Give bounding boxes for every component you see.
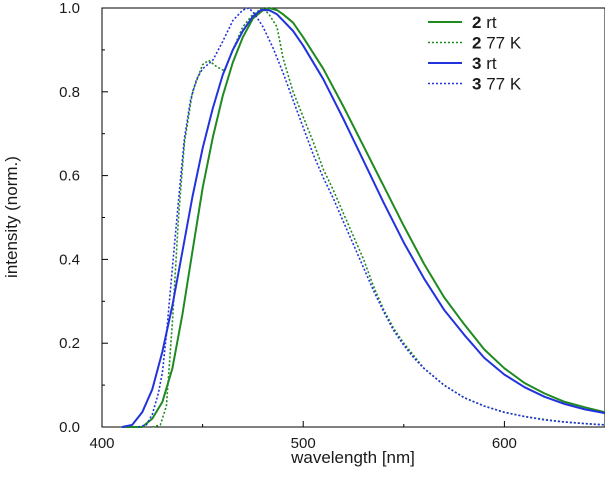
y-tick-label: 0.6 <box>59 168 80 185</box>
series-line-3-rt <box>121 9 605 428</box>
ticks-layer: 400 500 600 0.0 0.2 0.4 0.6 0.8 1.0 <box>59 0 517 452</box>
x-axis-title: wavelength [nm] <box>290 448 415 467</box>
series-line-2-77k <box>152 7 605 428</box>
y-tick-label: 0.2 <box>59 335 80 352</box>
series-line-2-rt <box>122 7 605 428</box>
y-tick-label: 1.0 <box>59 0 80 17</box>
x-tick-label: 400 <box>89 435 114 452</box>
y-tick-label: 0.4 <box>59 251 80 268</box>
x-tick-label: 600 <box>492 435 517 452</box>
legend-label: 3 77 K <box>472 75 522 94</box>
y-axis-title: intensity (norm.) <box>2 156 21 278</box>
legend-label: 2 77 K <box>472 34 522 53</box>
plot-frame <box>101 7 605 428</box>
legend: 2 rt 2 77 K3 rt 3 77 K <box>428 13 522 94</box>
series-layer <box>121 7 605 428</box>
y-tick-label: 0.8 <box>59 84 80 101</box>
series-line-3-77k <box>137 7 605 428</box>
x-tick-label: 500 <box>291 435 316 452</box>
legend-label: 2 rt <box>472 13 497 32</box>
y-tick-label: 0.0 <box>59 419 80 436</box>
legend-label: 3 rt <box>472 54 497 73</box>
